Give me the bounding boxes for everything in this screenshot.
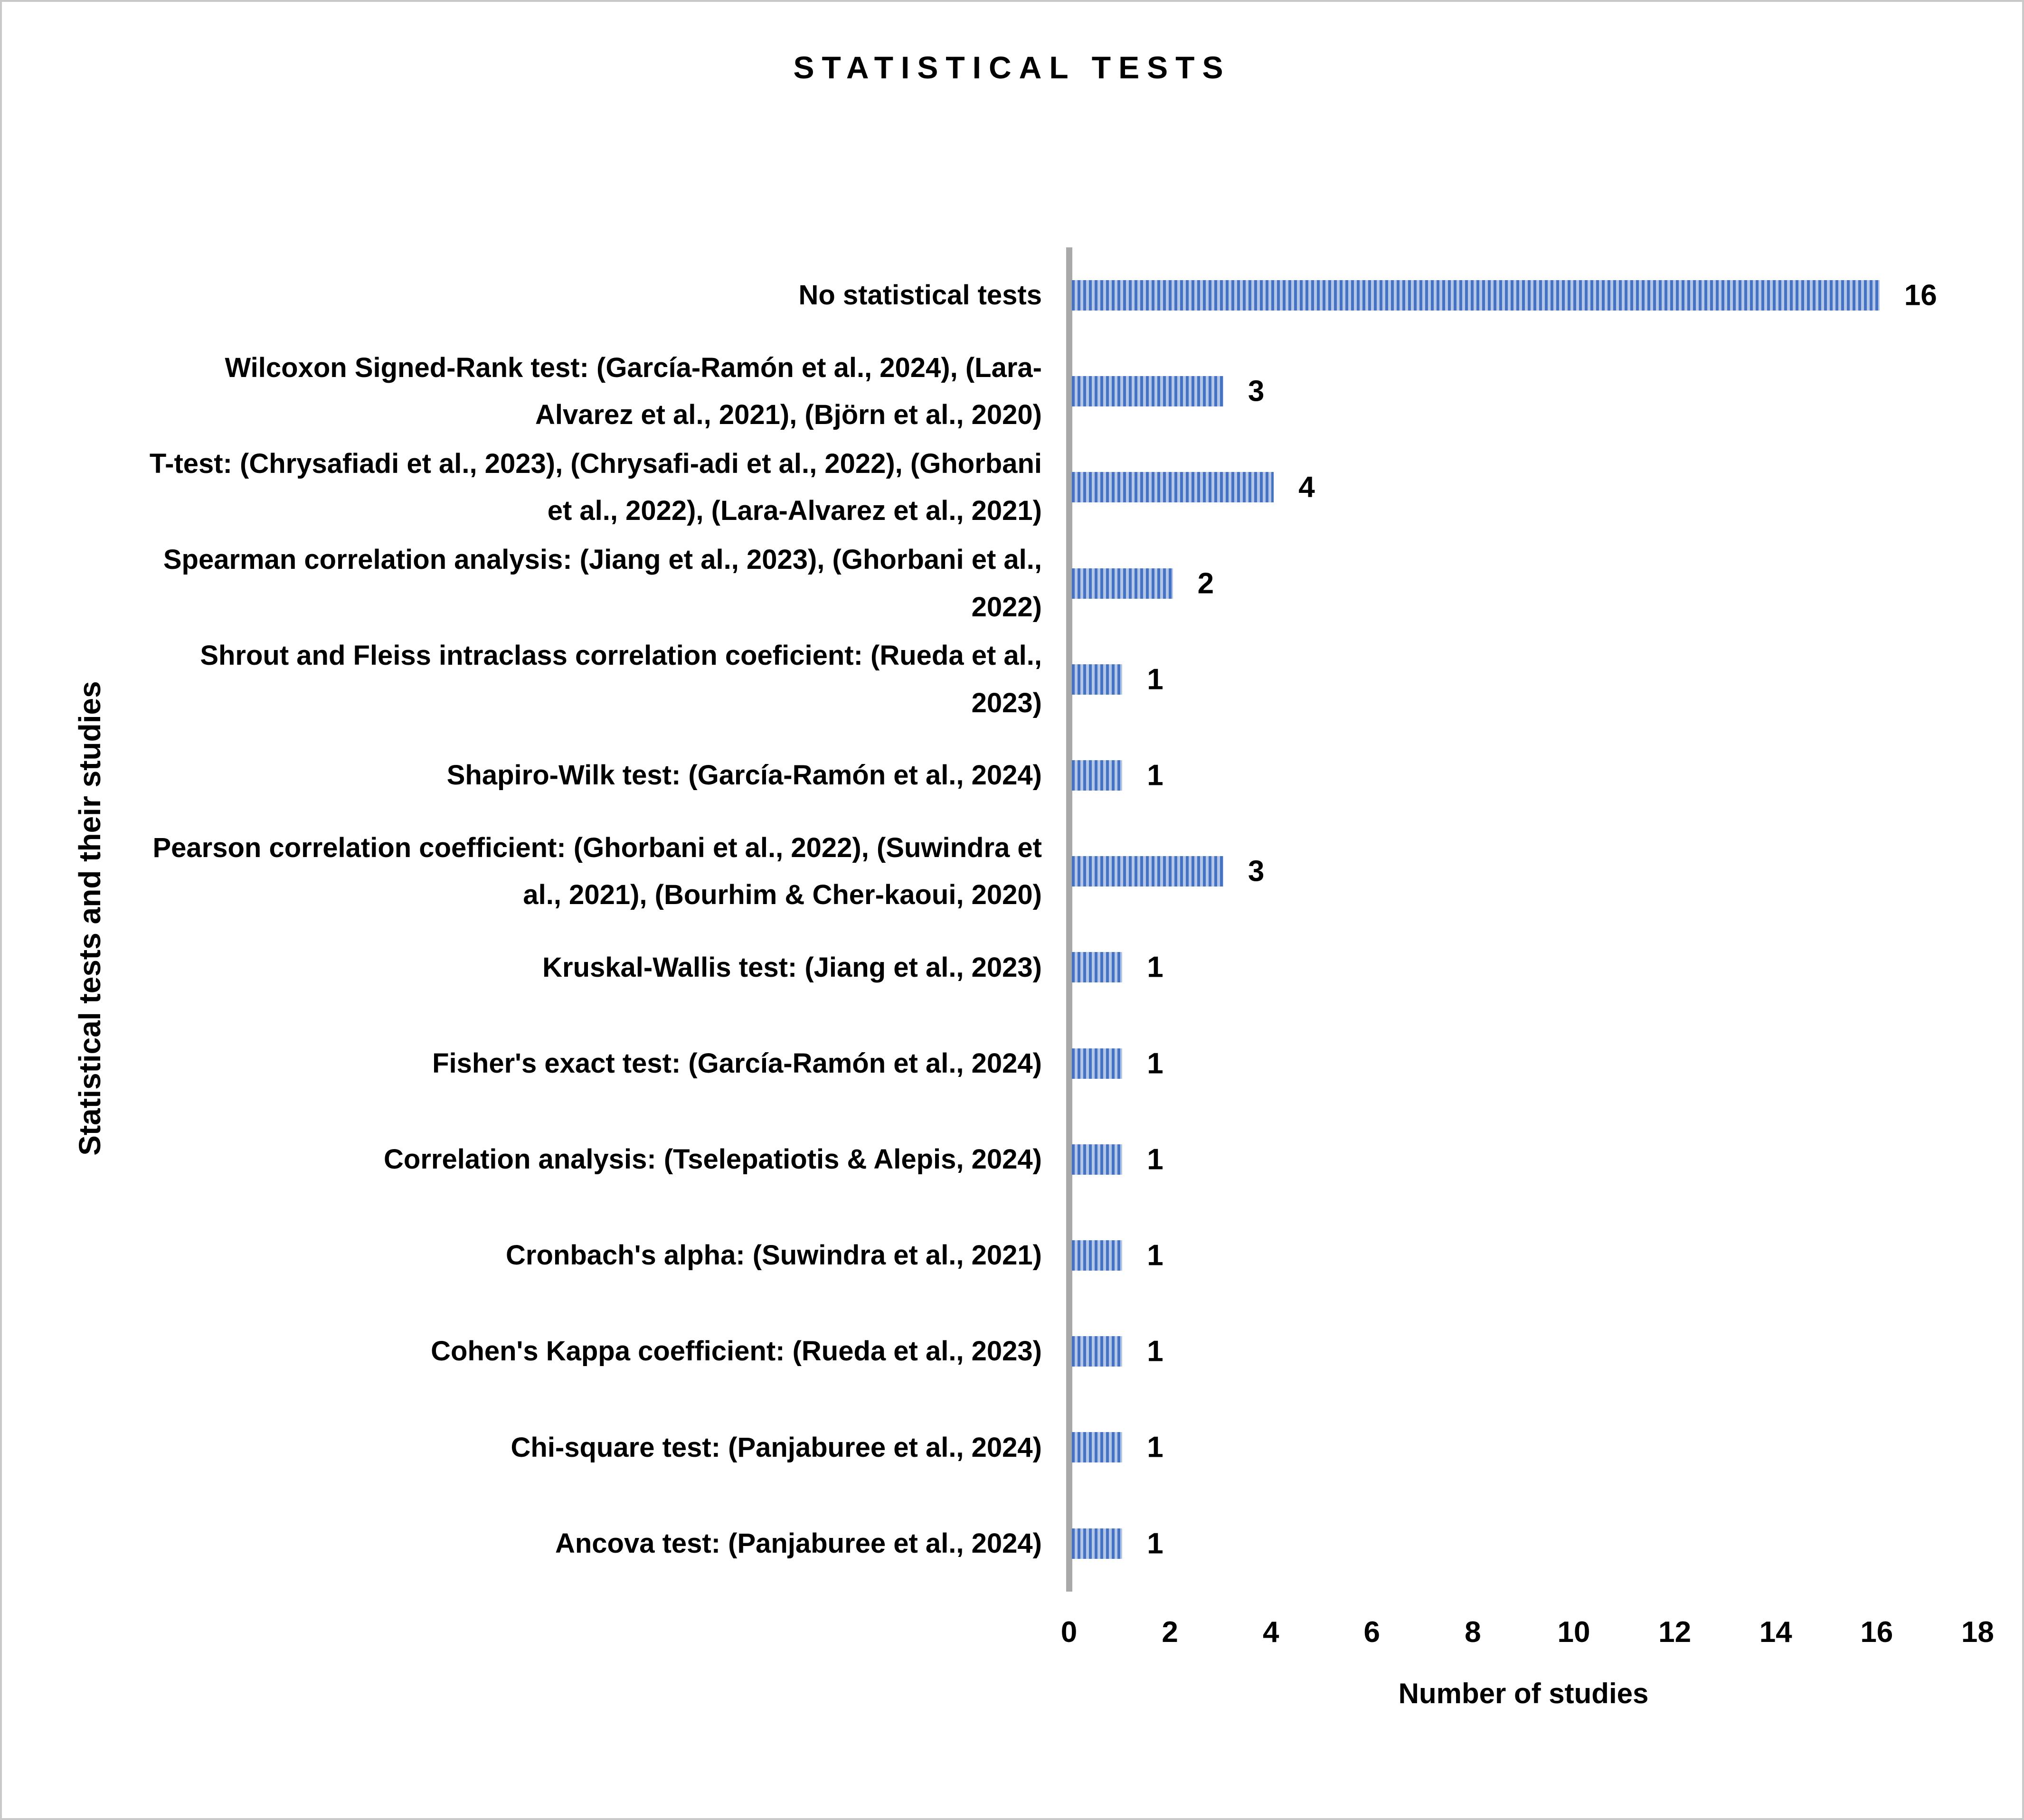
bar <box>1072 664 1123 695</box>
value-label: 1 <box>1147 663 1163 696</box>
value-label: 1 <box>1147 1239 1163 1272</box>
bar-row: Cronbach's alpha: (Suwindra et al., 2021… <box>2 1207 2022 1303</box>
value-label: 1 <box>1147 1431 1163 1464</box>
bar-row: Ancova test: (Panjaburee et al., 2024) 1 <box>2 1496 2022 1592</box>
category-label: No statistical tests <box>798 280 1042 311</box>
bar-row: Wilcoxon Signed-Rank test: (García-Ramón… <box>2 343 2022 439</box>
bar <box>1072 1048 1123 1079</box>
value-label: 1 <box>1147 1335 1163 1368</box>
x-tick-label: 14 <box>1759 1616 1792 1649</box>
category-label: Shapiro-Wilk test: (García-Ramón et al.,… <box>446 760 1042 791</box>
category-label: Pearson correlation coefficient: (Ghorba… <box>152 832 1042 911</box>
x-tick-label: 16 <box>1860 1616 1893 1649</box>
bar-row: Fisher's exact test: (García-Ramón et al… <box>2 1016 2022 1112</box>
bar-row: Correlation analysis: (Tselepatiotis & A… <box>2 1112 2022 1207</box>
x-tick-label: 8 <box>1465 1616 1481 1649</box>
x-tick-label: 12 <box>1658 1616 1692 1649</box>
value-label: 1 <box>1147 1047 1163 1080</box>
category-label: T-test: (Chrysafiadi et al., 2023), (Chr… <box>149 448 1042 527</box>
bar-row: Kruskal-Wallis test: (Jiang et al., 2023… <box>2 919 2022 1015</box>
x-tick-label: 6 <box>1363 1616 1381 1649</box>
category-label: Spearman correlation analysis: (Jiang et… <box>163 544 1042 622</box>
bar-row: Shrout and Fleiss intraclass correlation… <box>2 632 2022 727</box>
x-tick-label: 10 <box>1557 1616 1590 1649</box>
x-tick-label: 4 <box>1262 1616 1279 1649</box>
bar-row: T-test: (Chrysafiadi et al., 2023), (Chr… <box>2 439 2022 535</box>
x-tick-label: 0 <box>1060 1616 1078 1649</box>
bar <box>1072 760 1123 791</box>
bar-row: Pearson correlation coefficient: (Ghorba… <box>2 823 2022 919</box>
bar <box>1072 952 1123 983</box>
bar <box>1072 856 1223 887</box>
x-axis-title: Number of studies <box>1398 1678 1649 1709</box>
bar <box>1072 472 1274 503</box>
category-label: Shrout and Fleiss intraclass correlation… <box>200 640 1042 718</box>
value-label: 3 <box>1248 855 1265 888</box>
bar <box>1072 568 1173 599</box>
value-label: 2 <box>1197 567 1214 600</box>
category-label: Chi-square test: (Panjaburee et al., 202… <box>511 1432 1042 1463</box>
bar <box>1072 1240 1123 1271</box>
value-label: 1 <box>1147 1527 1163 1560</box>
value-label: 1 <box>1147 1143 1163 1176</box>
value-label: 3 <box>1248 375 1265 408</box>
value-label: 1 <box>1147 951 1163 984</box>
x-tick-label: 18 <box>1961 1616 1994 1649</box>
category-label: Cronbach's alpha: (Suwindra et al., 2021… <box>506 1240 1042 1271</box>
category-label: Fisher's exact test: (García-Ramón et al… <box>432 1047 1042 1079</box>
category-label: Cohen's Kappa coefficient: (Rueda et al.… <box>431 1336 1042 1367</box>
category-label: Correlation analysis: (Tselepatiotis & A… <box>384 1144 1042 1175</box>
bar <box>1072 1336 1123 1367</box>
bar-row: Spearman correlation analysis: (Jiang et… <box>2 536 2022 632</box>
bar <box>1072 280 1880 311</box>
value-label: 16 <box>1904 279 1937 312</box>
category-label: Kruskal-Wallis test: (Jiang et al., 2023… <box>542 952 1042 983</box>
bar-row: Shapiro-Wilk test: (García-Ramón et al.,… <box>2 727 2022 823</box>
bar-row: Chi-square test: (Panjaburee et al., 202… <box>2 1399 2022 1495</box>
x-tick-label: 2 <box>1162 1616 1178 1649</box>
bar <box>1072 376 1223 407</box>
category-label: Ancova test: (Panjaburee et al., 2024) <box>555 1528 1042 1559</box>
bar-row: No statistical tests 16 <box>2 247 2022 343</box>
bar-row: Cohen's Kappa coefficient: (Rueda et al.… <box>2 1303 2022 1399</box>
bar <box>1072 1432 1123 1463</box>
bar <box>1072 1528 1123 1559</box>
value-label: 4 <box>1298 471 1315 504</box>
y-axis-line <box>1066 247 1072 1592</box>
bar <box>1072 1144 1123 1175</box>
value-label: 1 <box>1147 759 1163 792</box>
chart-title: STATISTICAL TESTS <box>793 50 1231 85</box>
category-label: Wilcoxon Signed-Rank test: (García-Ramón… <box>225 352 1042 431</box>
